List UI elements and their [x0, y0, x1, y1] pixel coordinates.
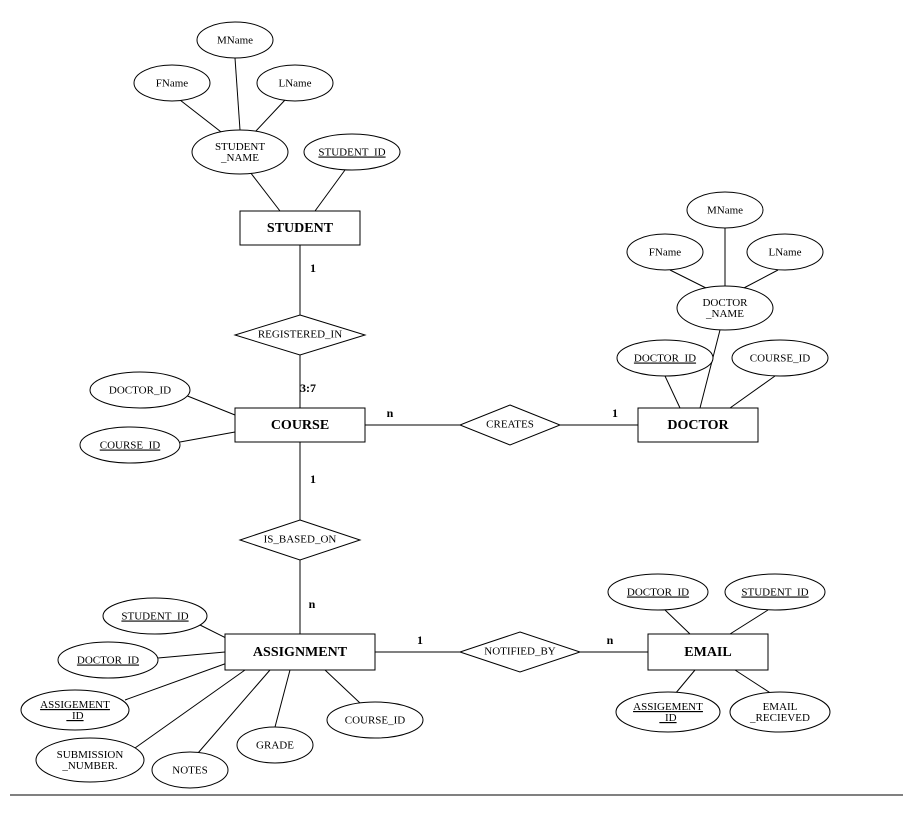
attribute-label: MName [217, 35, 253, 47]
cardinality-label: 1 [310, 472, 316, 486]
attribute-label: DOCTOR_ID [627, 587, 689, 599]
attribute-label: SUBMISSION_NUMBER. [57, 749, 124, 772]
relationship-label: REGISTERED_IN [258, 329, 342, 341]
relationship-label: CREATES [486, 419, 534, 431]
attribute-label: COURSE_ID [345, 715, 406, 727]
entity-label: DOCTOR [667, 418, 729, 433]
attribute-label: COURSE_ID [750, 353, 811, 365]
attribute-label: MName [707, 205, 743, 217]
relationship-label: IS_BASED_ON [264, 534, 337, 546]
cardinality-label: 1 [310, 261, 316, 275]
attribute-label: FName [649, 247, 682, 259]
attribute-label: NOTES [172, 765, 207, 777]
attribute-label: LName [279, 78, 312, 90]
entity-label: COURSE [271, 418, 329, 433]
cardinality-label: 1 [417, 633, 423, 647]
cardinality-label: n [387, 406, 394, 420]
entity-label: EMAIL [684, 645, 731, 660]
attribute-label: DOCTOR_ID [77, 655, 139, 667]
cardinality-label: 1 [612, 406, 618, 420]
attribute-label: DOCTOR_NAME [702, 297, 748, 320]
cardinality-label: n [309, 597, 316, 611]
attribute-label: DOCTOR_ID [634, 353, 696, 365]
attribute-label: STUDENT_ID [121, 611, 188, 623]
attribute-label: FName [156, 78, 189, 90]
attribute-label: STUDENT_ID [318, 147, 385, 159]
attribute-label: LName [769, 247, 802, 259]
cardinality-label: 3:7 [300, 381, 316, 395]
cardinality-label: n [607, 633, 614, 647]
relationship-label: NOTIFIED_BY [484, 646, 556, 658]
attribute-label: COURSE_ID [100, 440, 161, 452]
attribute-label: STUDENT_ID [741, 587, 808, 599]
attribute-label: STUDENT_NAME [215, 141, 265, 164]
entity-label: ASSIGNMENT [253, 645, 348, 660]
attribute-label: DOCTOR_ID [109, 385, 171, 397]
entity-label: STUDENT [267, 221, 334, 236]
er-diagram: REGISTERED_IN CREATES IS_BASED_ON NOTIFIED_… [0, 0, 919, 815]
attribute-label: GRADE [256, 740, 294, 752]
